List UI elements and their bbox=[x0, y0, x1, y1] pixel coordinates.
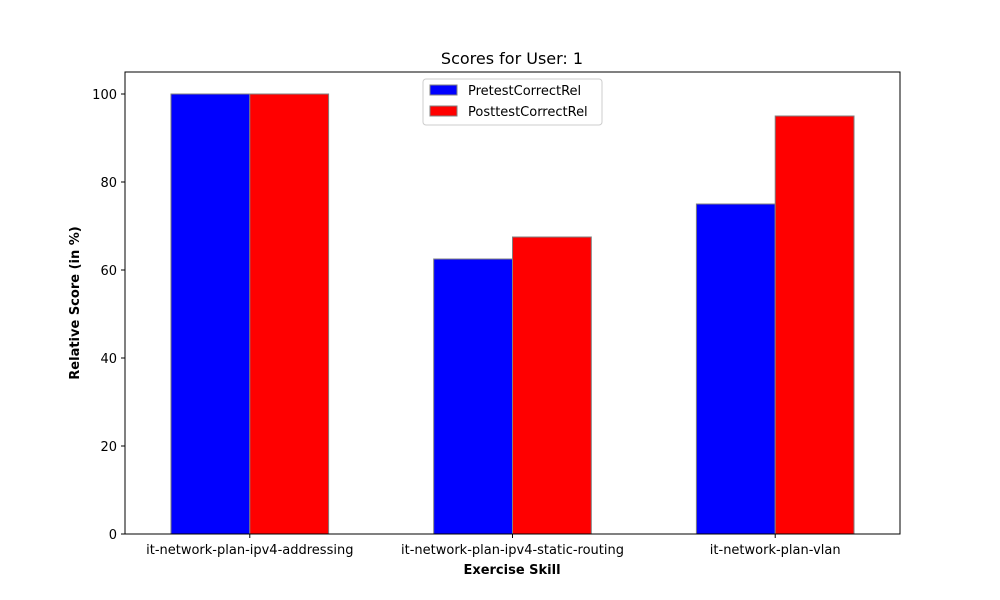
y-tick-label: 60 bbox=[100, 264, 117, 279]
y-tick-label: 20 bbox=[100, 440, 117, 455]
legend-swatch-posttestcorrectrel bbox=[429, 105, 458, 117]
bars-group bbox=[170, 93, 855, 535]
legend-swatch-pretestcorrectrel bbox=[429, 84, 458, 96]
legend: PretestCorrectRel PosttestCorrectRel bbox=[422, 78, 603, 126]
legend-label-pretestcorrectrel: PretestCorrectRel bbox=[468, 84, 581, 99]
bar-posttestcorrectrel-2 bbox=[774, 115, 855, 535]
y-tick-label: 100 bbox=[92, 88, 117, 103]
y-tick-label: 0 bbox=[109, 528, 117, 543]
chart-title: Scores for User: 1 bbox=[441, 49, 583, 68]
x-tick-label: it-network-plan-vlan bbox=[710, 543, 841, 558]
x-axis-label: Exercise Skill bbox=[463, 563, 560, 578]
bar-posttestcorrectrel-0 bbox=[249, 93, 330, 535]
bar-pretestcorrectrel-0 bbox=[170, 93, 251, 535]
bar-pretestcorrectrel-2 bbox=[695, 203, 776, 535]
y-tick-label: 80 bbox=[100, 176, 117, 191]
x-tick-label: it-network-plan-ipv4-static-routing bbox=[401, 543, 624, 558]
x-tick-label: it-network-plan-ipv4-addressing bbox=[146, 543, 353, 558]
y-axis-label: Relative Score (in %) bbox=[68, 226, 83, 379]
bar-pretestcorrectrel-1 bbox=[433, 258, 513, 535]
x-axis-ticks: it-network-plan-ipv4-addressing it-networ… bbox=[146, 534, 841, 558]
y-axis-ticks: 0 20 40 60 80 100 bbox=[92, 88, 125, 543]
bar-posttestcorrectrel-1 bbox=[512, 236, 592, 535]
y-tick-label: 40 bbox=[100, 352, 117, 367]
legend-label-posttestcorrectrel: PosttestCorrectRel bbox=[468, 105, 588, 120]
legend-box bbox=[422, 78, 603, 126]
